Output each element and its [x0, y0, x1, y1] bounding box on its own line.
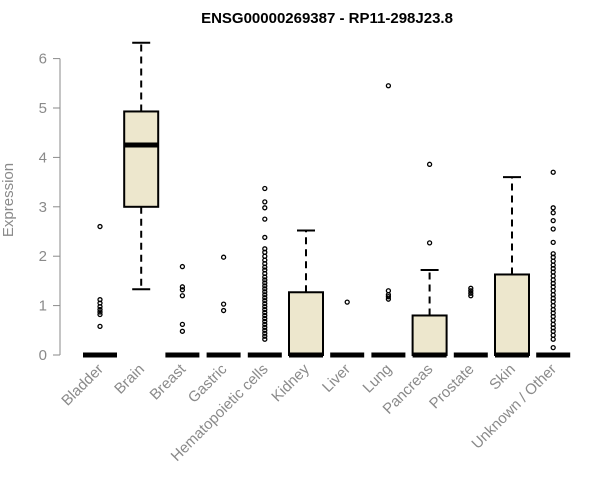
outlier-point — [550, 239, 556, 246]
x-tick-label: Breast — [147, 360, 190, 403]
x-tick-label: Lung — [360, 361, 396, 397]
outlier-point — [262, 264, 268, 270]
outlier-point — [385, 296, 392, 302]
box — [288, 291, 324, 356]
outlier-point — [262, 295, 268, 301]
outlier-point — [262, 318, 268, 325]
outlier-point — [262, 321, 268, 328]
outlier-point — [262, 324, 268, 330]
outlier-point — [220, 254, 227, 260]
outlier-point — [262, 309, 268, 316]
outlier-point — [468, 290, 474, 296]
box-group — [123, 41, 160, 291]
y-tick-label: 6 — [39, 51, 47, 68]
outlier-point — [550, 226, 556, 232]
outlier-point — [262, 199, 268, 205]
outlier-point — [220, 301, 227, 307]
outlier-point — [344, 299, 350, 305]
box — [494, 273, 530, 356]
outlier-point — [426, 161, 433, 167]
outlier-point — [179, 321, 186, 328]
y-tick-label: 1 — [39, 298, 47, 315]
outlier-point — [262, 312, 268, 319]
box — [411, 314, 448, 357]
outlier-point — [262, 330, 268, 336]
outlier-point — [179, 287, 186, 293]
y-axis: 0 1 2 3 4 5 6 — [39, 51, 61, 364]
outlier-point — [385, 294, 392, 300]
outlier-point — [262, 234, 268, 241]
outlier-point — [550, 210, 556, 216]
y-tick-label: 5 — [39, 100, 47, 117]
box-group — [494, 176, 530, 358]
box-group — [247, 185, 282, 358]
y-axis-label: Expression — [0, 163, 17, 237]
outlier-point — [262, 333, 268, 339]
outlier-point — [262, 306, 268, 313]
outlier-point — [262, 303, 268, 310]
outlier-point — [550, 336, 556, 342]
box — [123, 110, 160, 208]
outlier-point — [262, 205, 268, 211]
y-tick-label: 0 — [39, 347, 47, 364]
outlier-point — [97, 223, 103, 230]
box-group — [411, 161, 448, 358]
outlier-point — [220, 307, 227, 314]
outlier-point — [262, 327, 268, 333]
outlier-point — [262, 185, 268, 192]
outlier-point — [550, 217, 556, 224]
outlier-point — [179, 293, 186, 299]
outlier-point — [97, 303, 103, 310]
x-tick-label: Brain — [111, 361, 148, 398]
outlier-point — [468, 293, 474, 299]
y-tick-label: 3 — [39, 199, 47, 216]
outlier-point — [550, 205, 556, 211]
plot-area — [83, 41, 571, 358]
outlier-point — [97, 306, 103, 313]
box-group — [330, 299, 365, 358]
y-tick-label: 2 — [39, 248, 47, 265]
chart-title: ENSG00000269387 - RP11-298J23.8 — [201, 10, 453, 27]
x-tick-label: Bladder — [58, 361, 107, 410]
box-group — [453, 285, 488, 358]
x-tick-label: Skin — [486, 361, 519, 394]
outlier-point — [179, 263, 186, 270]
outlier-point — [550, 169, 556, 175]
box-group — [165, 263, 200, 358]
outlier-point — [179, 328, 186, 334]
outlier-point — [97, 323, 103, 329]
outlier-point — [468, 285, 474, 291]
outlier-point — [262, 292, 268, 298]
outlier-point — [426, 240, 433, 246]
outlier-point — [262, 298, 268, 304]
outlier-point — [262, 286, 268, 292]
x-tick-label: Prostate — [426, 361, 478, 413]
y-tick-label: 4 — [39, 149, 47, 166]
box-group — [536, 169, 571, 358]
box-group — [206, 254, 241, 358]
outlier-point — [262, 277, 268, 283]
box-group — [288, 229, 324, 358]
outlier-point — [262, 216, 268, 222]
outlier-point — [468, 288, 474, 294]
outlier-point — [550, 344, 556, 351]
box-group — [83, 223, 117, 358]
x-tick-label: Kidney — [268, 360, 313, 405]
outlier-point — [385, 83, 392, 89]
outlier-point — [262, 274, 268, 280]
outlier-point — [262, 289, 268, 295]
box-group — [371, 83, 406, 358]
outlier-point — [179, 284, 186, 290]
outlier-point — [97, 309, 103, 315]
outlier-point — [262, 336, 268, 342]
outlier-point — [262, 315, 268, 322]
outlier-point — [262, 300, 268, 307]
x-tick-label: Liver — [319, 361, 354, 396]
outlier-point — [262, 280, 268, 286]
outlier-point — [262, 283, 268, 289]
outlier-point — [97, 311, 103, 318]
